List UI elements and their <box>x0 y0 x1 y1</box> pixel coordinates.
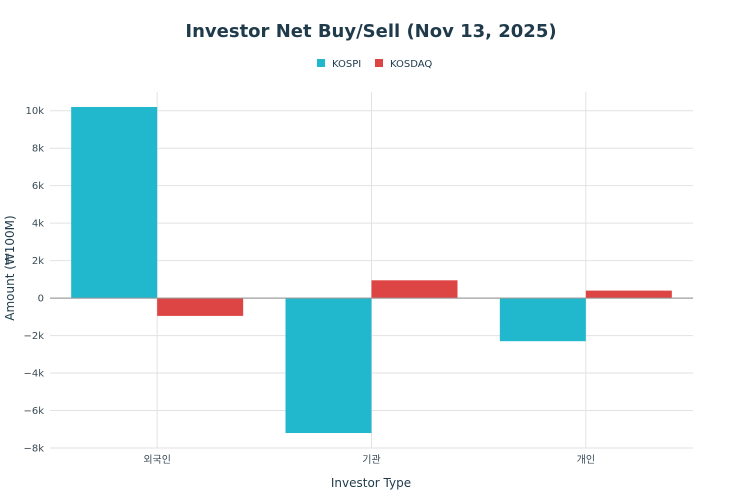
y-tick-label: 6k <box>32 181 44 192</box>
x-axis-ticks: 외국인 기관 개인 <box>143 454 595 466</box>
legend-label-kosdaq: KOSDAQ <box>390 59 432 70</box>
x-tick-label: 외국인 <box>143 454 171 466</box>
legend-label-kospi: KOSPI <box>332 59 361 70</box>
y-tick-label: 8k <box>32 144 44 155</box>
y-tick-label: −8k <box>23 444 44 455</box>
y-tick-label: 4k <box>32 219 44 230</box>
y-axis-title: Amount (₩100M) <box>3 215 17 320</box>
y-axis-ticks: −8k −6k −4k −2k 0 2k 4k 6k 8k 10k <box>23 106 44 454</box>
bars <box>50 106 693 434</box>
y-tick-label: 0 <box>38 294 44 305</box>
y-tick-label: −4k <box>23 369 44 380</box>
bar-kospi-1 <box>285 298 372 434</box>
bar-kosdaq-1 <box>371 280 458 299</box>
y-tick-label: 2k <box>32 256 44 267</box>
x-axis-title: Investor Type <box>331 476 411 490</box>
x-tick-label: 개인 <box>577 454 595 466</box>
bar-kosdaq-2 <box>585 290 672 299</box>
legend: KOSPI KOSDAQ <box>317 59 432 70</box>
bar-kospi-2 <box>499 298 586 342</box>
y-tick-label: −2k <box>23 331 44 342</box>
chart-title: Investor Net Buy/Sell (Nov 13, 2025) <box>185 21 556 42</box>
bar-kosdaq-0 <box>157 298 244 316</box>
legend-swatch-kosdaq <box>375 59 383 67</box>
y-tick-label: 10k <box>25 106 44 117</box>
y-tick-label: −6k <box>23 406 44 417</box>
x-tick-label: 기관 <box>362 454 380 466</box>
legend-swatch-kospi <box>317 59 325 67</box>
bar-kospi-0 <box>71 106 158 299</box>
